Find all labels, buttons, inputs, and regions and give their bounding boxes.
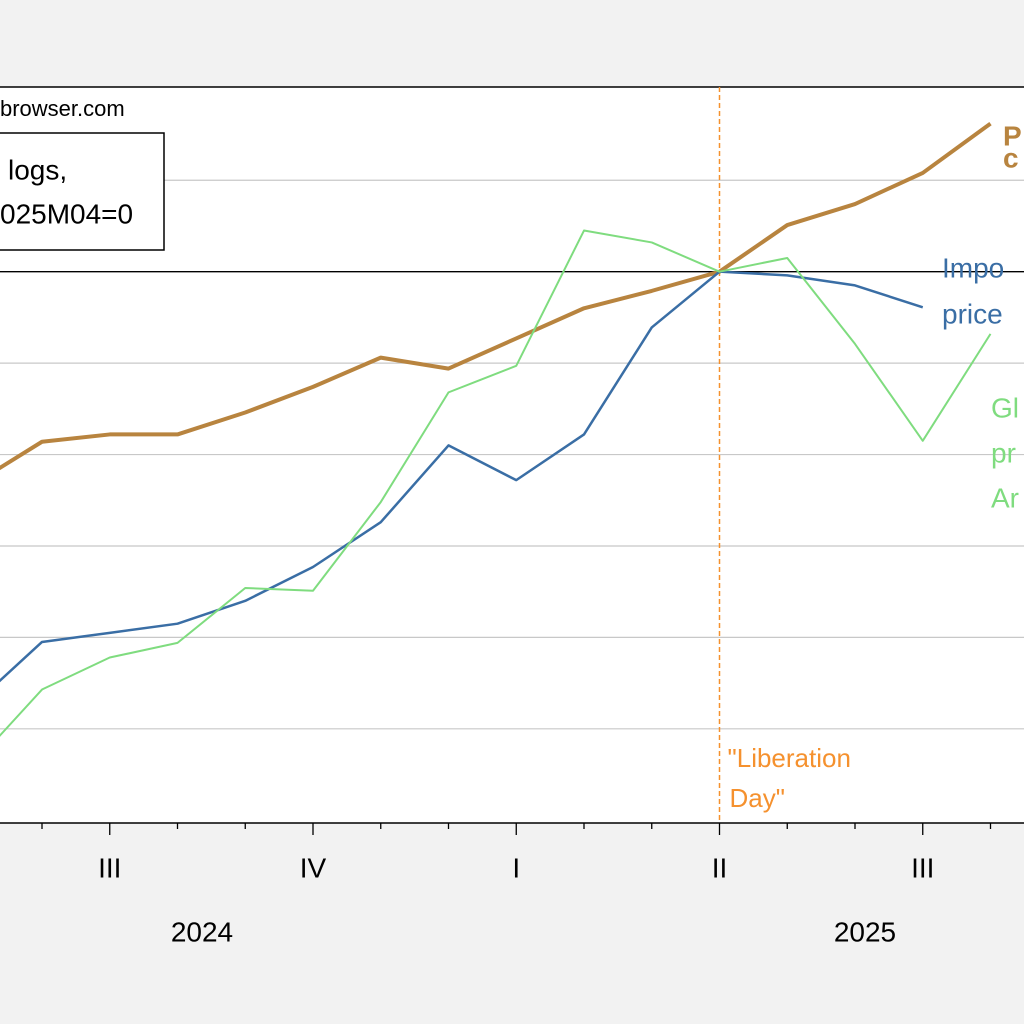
x-tick-label: III <box>98 852 121 883</box>
series-line <box>0 121 992 471</box>
note-text: 025M04=0 <box>0 198 133 229</box>
series-label: price <box>942 298 1003 329</box>
series-label: c <box>1003 142 1019 173</box>
note-text: logs, <box>8 154 67 185</box>
series-label: Ar <box>991 482 1019 513</box>
x-tick-label: II <box>712 852 728 883</box>
series-label: Gl <box>991 392 1019 423</box>
x-tick-label: III <box>911 852 934 883</box>
series-label: Impo <box>942 252 1004 283</box>
x-tick-label: IV <box>300 852 327 883</box>
source: browser.com <box>0 96 125 121</box>
x-tick-label: I <box>512 852 520 883</box>
event-label: "Liberation <box>728 743 851 773</box>
series-line <box>0 229 992 737</box>
series-line <box>0 270 924 683</box>
plot <box>0 87 1024 823</box>
note-box <box>0 132 165 251</box>
year-label: 2025 <box>834 916 896 947</box>
series-label: P <box>1003 120 1022 151</box>
event-label: Day" <box>730 783 785 813</box>
year-label: 2024 <box>171 916 233 947</box>
series-label: pr <box>991 437 1016 468</box>
